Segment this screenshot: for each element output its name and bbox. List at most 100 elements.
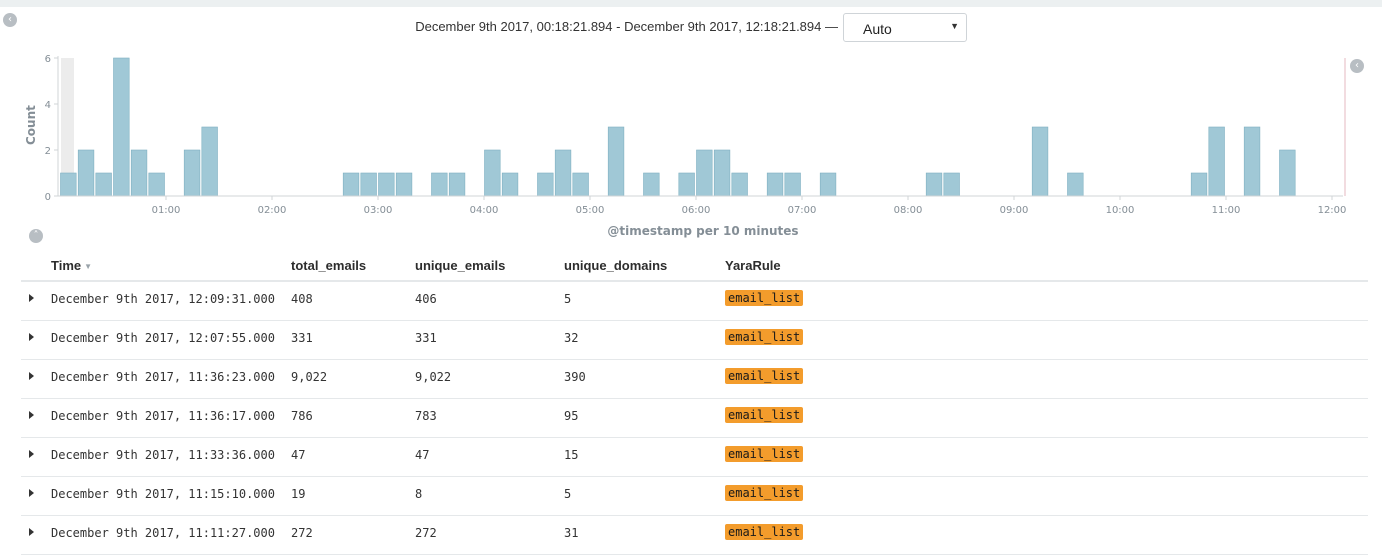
interval-select[interactable]: Auto ▼ (843, 13, 967, 42)
cell-total-emails: 272 (291, 526, 313, 540)
cell-time: December 9th 2017, 11:11:27.000 (51, 526, 275, 540)
column-header-unique-domains[interactable]: unique_domains (564, 258, 668, 273)
table-row[interactable]: December 9th 2017, 11:11:27.000 272 272 31 e… (21, 516, 1368, 555)
histogram-bar[interactable] (95, 172, 112, 197)
table-row[interactable]: December 9th 2017, 11:33:36.000 47 47 15 ema… (21, 438, 1368, 477)
column-header-total-emails[interactable]: total_emails (291, 258, 367, 273)
cell-unique-domains: 95 (564, 409, 579, 423)
table-body: December 9th 2017, 12:09:31.000 408 406 5 em… (21, 282, 1368, 555)
cell-total-emails: 408 (291, 292, 313, 306)
histogram-bar[interactable] (784, 172, 801, 197)
chevron-up-icon[interactable]: ˄ (29, 229, 43, 243)
yararule-tag[interactable]: email_list (725, 368, 804, 384)
chevron-left-icon[interactable]: ‹ (1350, 59, 1364, 73)
x-tick-label: 11:00 (1212, 205, 1241, 216)
histogram-bar[interactable] (431, 172, 448, 197)
histogram-bar[interactable] (554, 149, 572, 197)
x-tick-label: 08:00 (894, 205, 923, 216)
table-header: Time ▼ total_emails unique_emails unique_… (21, 250, 1368, 282)
histogram-bar[interactable] (378, 172, 395, 197)
chevron-down-icon: ▼ (950, 21, 959, 31)
expand-row-icon[interactable] (29, 294, 34, 302)
table-row[interactable]: December 9th 2017, 11:15:10.000 19 8 5 email… (21, 477, 1368, 516)
expand-row-icon[interactable] (29, 333, 34, 341)
expand-row-icon[interactable] (29, 450, 34, 458)
histogram-bar[interactable] (1190, 172, 1208, 197)
column-header-time[interactable]: Time ▼ (51, 258, 93, 273)
table-row[interactable]: December 9th 2017, 12:09:31.000 408 406 5 em… (21, 282, 1368, 321)
cell-total-emails: 47 (291, 448, 306, 462)
histogram-bar[interactable] (678, 172, 695, 197)
histogram-bar[interactable] (484, 149, 501, 197)
yararule-tag[interactable]: email_list (725, 407, 804, 423)
x-tick-label: 07:00 (788, 205, 817, 216)
histogram-bar[interactable] (113, 57, 130, 197)
cell-unique-emails: 406 (415, 292, 437, 306)
histogram-bar[interactable] (696, 149, 713, 197)
yararule-tag[interactable]: email_list (725, 329, 804, 345)
histogram-bar[interactable] (1067, 172, 1084, 197)
cell-unique-domains: 15 (564, 448, 579, 462)
cell-time: December 9th 2017, 11:36:17.000 (51, 409, 275, 423)
table-row[interactable]: December 9th 2017, 12:07:55.000 331 331 32 e… (21, 321, 1368, 360)
bars-layer (60, 57, 1296, 197)
histogram-bar[interactable] (360, 172, 377, 197)
column-header-unique-emails[interactable]: unique_emails (415, 258, 506, 273)
cell-total-emails: 19 (291, 487, 306, 501)
histogram-bar[interactable] (201, 126, 218, 197)
y-tick-label: 4 (45, 100, 51, 111)
yararule-tag[interactable]: email_list (725, 446, 804, 462)
chevron-left-icon[interactable]: ‹ (3, 13, 17, 27)
x-tick-label: 12:00 (1318, 205, 1347, 216)
cell-unique-emails: 783 (415, 409, 437, 423)
histogram-bar[interactable] (766, 172, 784, 197)
yararule-tag[interactable]: email_list (725, 524, 804, 540)
histogram-bar[interactable] (448, 172, 466, 197)
histogram-bar[interactable] (537, 172, 554, 197)
histogram-bar[interactable] (1031, 126, 1049, 197)
cell-time: December 9th 2017, 12:07:55.000 (51, 331, 275, 345)
expand-row-icon[interactable] (29, 489, 34, 497)
x-tick-label: 02:00 (258, 205, 287, 216)
histogram-bar[interactable] (501, 172, 519, 197)
histogram-bar[interactable] (1279, 149, 1296, 197)
histogram-bar[interactable] (643, 172, 660, 197)
histogram-bar[interactable] (395, 172, 413, 197)
histogram-bar[interactable] (77, 149, 95, 197)
cell-time: December 9th 2017, 11:15:10.000 (51, 487, 275, 501)
expand-row-icon[interactable] (29, 528, 34, 536)
histogram-bar[interactable] (731, 172, 748, 197)
histogram-bar[interactable] (607, 126, 625, 197)
cell-total-emails: 331 (291, 331, 313, 345)
histogram-bar[interactable] (342, 172, 360, 197)
histogram-bar[interactable] (183, 149, 201, 197)
x-tick-label: 10:00 (1106, 205, 1135, 216)
histogram-bar[interactable] (925, 172, 943, 197)
histogram-bar[interactable] (572, 172, 589, 197)
cell-time: December 9th 2017, 11:36:23.000 (51, 370, 275, 384)
histogram-bar[interactable] (1208, 126, 1225, 197)
cell-time: December 9th 2017, 11:33:36.000 (51, 448, 275, 462)
histogram-bar[interactable] (148, 172, 165, 197)
column-header-yararule[interactable]: YaraRule (725, 258, 781, 273)
table-row[interactable]: December 9th 2017, 11:36:23.000 9,022 9,02… (21, 360, 1368, 399)
histogram-chart[interactable]: 0 2 4 6 01:00 02:00 03:00 04:00 05:00 06:00 07:00 0… (0, 0, 1382, 245)
cell-unique-domains: 5 (564, 292, 572, 306)
histogram-bar[interactable] (60, 172, 77, 197)
histogram-bar[interactable] (1243, 126, 1261, 197)
x-tick-label: 09:00 (1000, 205, 1029, 216)
expand-row-icon[interactable] (29, 372, 34, 380)
histogram-bar[interactable] (713, 149, 731, 197)
histogram-bar[interactable] (819, 172, 837, 197)
histogram-bar[interactable] (130, 149, 148, 197)
histogram-bar[interactable] (943, 172, 960, 197)
yararule-tag[interactable]: email_list (725, 485, 804, 501)
cell-total-emails: 786 (291, 409, 313, 423)
time-range-label: December 9th 2017, 00:18:21.894 - Decemb… (415, 19, 838, 34)
expand-row-icon[interactable] (29, 411, 34, 419)
sort-down-icon[interactable]: ▼ (84, 262, 93, 272)
yararule-tag[interactable]: email_list (725, 290, 804, 306)
axes-layer: 0 2 4 6 01:00 02:00 03:00 04:00 05:00 06:00 07:00 0… (45, 54, 1347, 216)
y-tick-label: 6 (45, 54, 51, 65)
table-row[interactable]: December 9th 2017, 11:36:17.000 786 783 95 e… (21, 399, 1368, 438)
